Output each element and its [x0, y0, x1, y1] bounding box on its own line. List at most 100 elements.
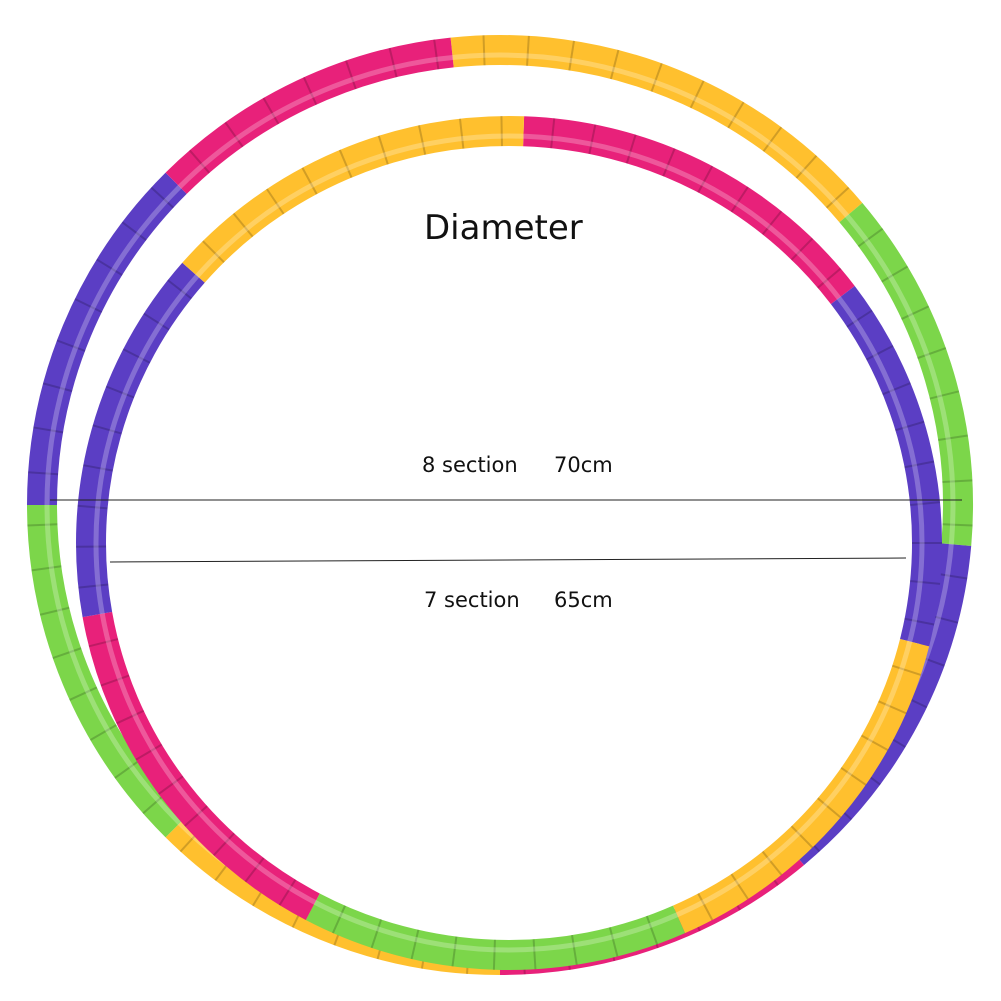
- segment-ridge: [143, 312, 170, 331]
- segment-ridge: [150, 186, 175, 209]
- segment-ridge: [817, 267, 842, 289]
- segment-ridge: [92, 424, 122, 435]
- segment-ridge: [89, 724, 117, 741]
- segment-ridge: [278, 879, 297, 906]
- segment-ridge: [39, 606, 70, 616]
- segment-ridge: [790, 825, 814, 849]
- hoop-section: [672, 638, 930, 934]
- segment-ridge: [937, 434, 968, 441]
- hoop-section: [305, 893, 686, 970]
- segment-ridge: [904, 617, 935, 626]
- segment-ridge: [881, 265, 909, 283]
- segment-ridge: [840, 767, 867, 786]
- segment-ridge: [377, 135, 389, 165]
- segment-ridge: [262, 97, 280, 125]
- segment-ridge: [122, 348, 151, 364]
- segment-ridge: [78, 583, 109, 589]
- segment-ridge: [301, 167, 318, 195]
- segment-ridge: [817, 797, 842, 819]
- segment-ridge: [451, 936, 458, 967]
- segment-ridge: [42, 382, 73, 393]
- segment-ridge: [761, 210, 783, 236]
- segment-ridge: [83, 464, 113, 472]
- segment-ridge: [121, 221, 147, 242]
- segment-ridge: [942, 479, 973, 483]
- segment-ridge: [662, 148, 676, 177]
- segment-ridge: [492, 939, 496, 970]
- segment-ridge: [937, 572, 968, 580]
- hoop-section: [830, 285, 942, 647]
- hoop-section: [82, 611, 320, 921]
- segment-ridge: [96, 258, 123, 276]
- segment-ridge: [857, 227, 884, 248]
- outer-hoop-70cm: [27, 35, 973, 975]
- segment-ridge: [338, 149, 353, 178]
- inner-diameter-label: 65cm: [554, 588, 613, 612]
- hoop-section: [839, 202, 973, 546]
- segment-ridge: [762, 126, 783, 152]
- hoop-highlight: [93, 133, 925, 953]
- segment-ridge: [224, 121, 244, 148]
- hoop-section: [27, 504, 187, 838]
- hoop-section: [76, 262, 205, 618]
- segment-ridge: [184, 805, 208, 827]
- segment-ridge: [878, 700, 907, 715]
- segment-ridge: [625, 134, 637, 164]
- segment-ridge: [609, 49, 620, 80]
- segment-ridge: [891, 664, 922, 676]
- segment-ridge: [901, 305, 930, 320]
- segment-ridge: [689, 80, 705, 109]
- segment-ridge: [27, 523, 58, 527]
- segment-ridge: [929, 390, 960, 400]
- segment-ridge: [526, 35, 530, 66]
- segment-ridge: [56, 339, 86, 352]
- segment-ridge: [212, 832, 235, 856]
- segment-ridge: [135, 743, 163, 761]
- segment-ridge: [74, 298, 103, 314]
- diameter-line-65cm: [109, 557, 907, 563]
- segment-ridge: [158, 775, 184, 795]
- segment-ridge: [482, 35, 486, 66]
- segment-ridge: [433, 39, 440, 70]
- segment-ridge: [100, 674, 130, 687]
- segment-ridge: [28, 471, 59, 476]
- segment-ridge: [52, 647, 82, 659]
- segment-ridge: [266, 188, 285, 215]
- segment-ridge: [761, 850, 783, 876]
- segment-ridge: [114, 759, 140, 779]
- segment-ridge: [188, 149, 211, 174]
- segment-ridge: [105, 385, 135, 399]
- segment-ridge: [910, 580, 941, 585]
- segment-ridge: [645, 915, 659, 945]
- segment-ridge: [697, 893, 714, 921]
- segment-ridge: [608, 927, 619, 957]
- segment-ridge: [790, 237, 814, 261]
- segment-ridge: [345, 60, 357, 90]
- segment-ridge: [116, 709, 145, 725]
- segment-ridge: [697, 165, 714, 193]
- segment-ridge: [550, 118, 556, 149]
- segment-ridge: [650, 63, 663, 92]
- segment-ridge: [458, 118, 465, 149]
- segment-ridge: [69, 686, 98, 701]
- segment-ridge: [500, 116, 503, 147]
- segment-ridge: [410, 929, 420, 960]
- segment-ridge: [730, 186, 749, 213]
- segment-ridge: [825, 186, 850, 209]
- segment-ridge: [202, 240, 225, 263]
- segment-ridge: [917, 347, 947, 360]
- segment-ridge: [910, 501, 941, 506]
- segment-ridge: [846, 309, 873, 328]
- segment-ridge: [860, 734, 889, 751]
- segment-ridge: [866, 344, 894, 361]
- segment-ridge: [167, 279, 193, 300]
- segment-ridge: [31, 565, 62, 572]
- hoop-section: [523, 116, 855, 305]
- segment-ridge: [730, 873, 749, 900]
- segment-ridge: [895, 420, 925, 432]
- segment-ridge: [331, 905, 346, 934]
- segment-ridge: [532, 939, 537, 970]
- hoop-section: [182, 116, 525, 283]
- segment-ridge: [417, 125, 427, 155]
- segment-ridge: [568, 40, 575, 71]
